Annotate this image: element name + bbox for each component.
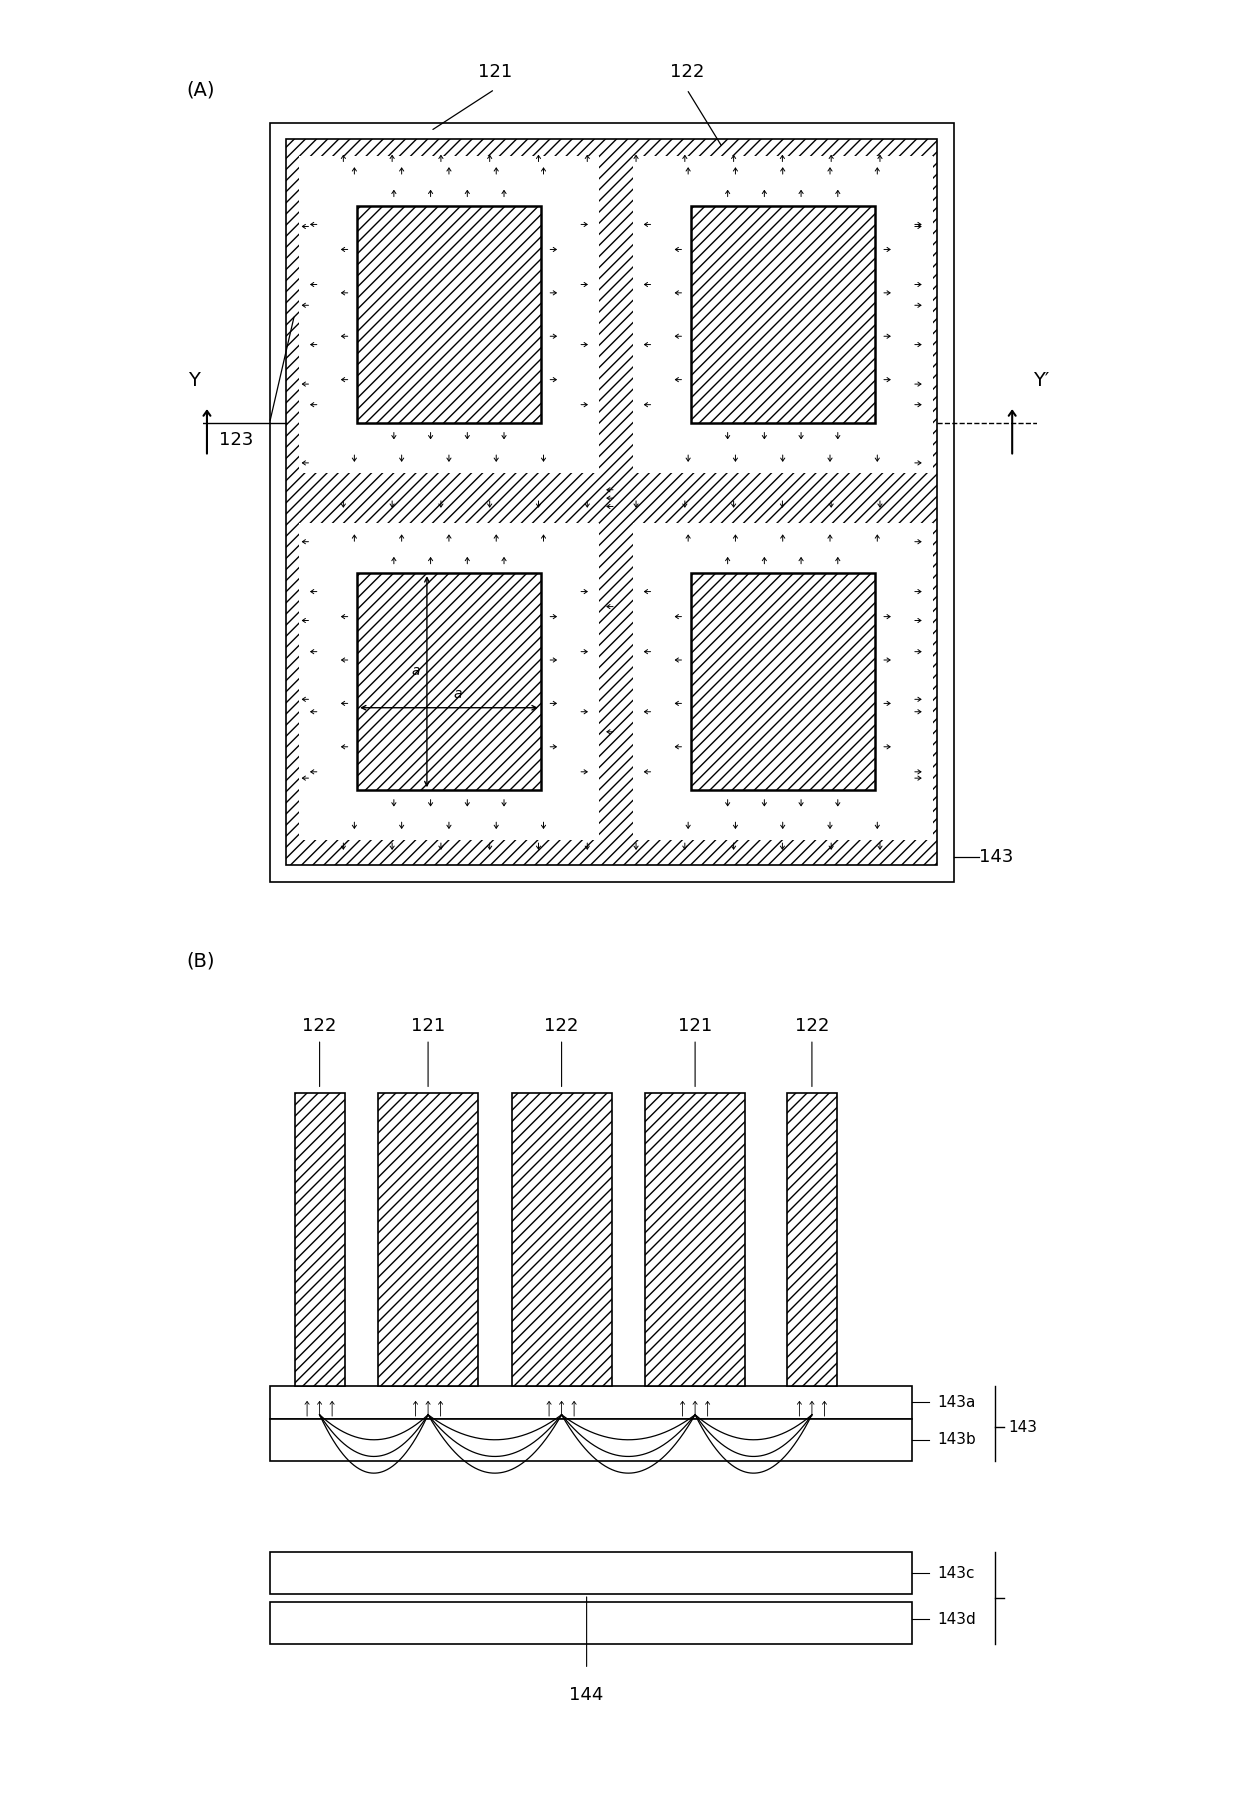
Bar [269, 123, 954, 882]
Text: 143d: 143d [937, 1611, 976, 1627]
Bar [269, 1419, 913, 1460]
Bar [787, 1094, 837, 1386]
Bar [378, 1094, 479, 1386]
Bar [645, 1094, 745, 1386]
Text: Y′: Y′ [1033, 370, 1049, 390]
Bar [357, 573, 541, 791]
Text: (B): (B) [186, 952, 215, 970]
Bar [691, 207, 874, 423]
Text: (A): (A) [186, 82, 215, 100]
Text: 122: 122 [670, 63, 704, 82]
Text: 143: 143 [1008, 1420, 1037, 1435]
Bar [632, 522, 932, 840]
Text: 143a: 143a [937, 1395, 976, 1409]
Bar [286, 140, 937, 865]
Text: 122: 122 [303, 1018, 337, 1036]
Bar [299, 156, 599, 473]
Bar [269, 1386, 913, 1419]
Text: Y: Y [188, 370, 201, 390]
Text: 144: 144 [569, 1685, 604, 1703]
Bar [357, 207, 541, 423]
Text: 123: 123 [219, 430, 254, 448]
Text: 121: 121 [477, 63, 512, 82]
Text: a: a [454, 688, 463, 700]
Text: 122: 122 [544, 1018, 579, 1036]
Text: 121: 121 [678, 1018, 712, 1036]
Text: 143: 143 [978, 847, 1013, 865]
Bar [512, 1094, 611, 1386]
Bar [632, 156, 932, 473]
Text: 143c: 143c [937, 1565, 975, 1580]
Text: 121: 121 [410, 1018, 445, 1036]
Bar [691, 573, 874, 791]
Text: 122: 122 [795, 1018, 830, 1036]
Text: 143b: 143b [937, 1433, 976, 1448]
Bar [299, 522, 599, 840]
Bar [269, 1602, 913, 1643]
Bar [295, 1094, 345, 1386]
Bar [269, 1553, 913, 1595]
Text: a: a [412, 664, 420, 678]
